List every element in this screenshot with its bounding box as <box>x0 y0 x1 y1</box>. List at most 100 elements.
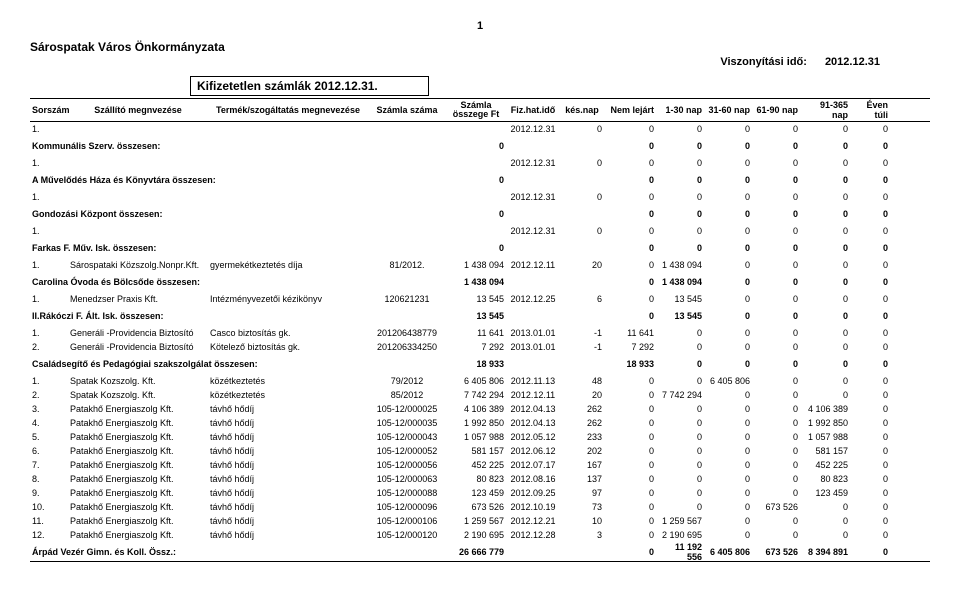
table-row: 1.2012.12.310000000 <box>30 190 930 204</box>
cell-91-365: 0 <box>800 502 850 512</box>
cell-szallito: Patakhő Energiaszolg Kft. <box>68 488 208 498</box>
cell-fiz: 2012.05.12 <box>506 432 560 442</box>
subtotal-31-60: 6 405 806 <box>704 547 752 557</box>
cell-termek: közétkeztetés <box>208 376 368 386</box>
cell-eventuli: 0 <box>850 390 890 400</box>
table-body: 1.2012.12.310000000Kommunális Szerv. öss… <box>30 122 930 562</box>
subtotal-61-90: 673 526 <box>752 547 800 557</box>
cell-91-365: 0 <box>800 294 850 304</box>
cell-fiz: 2012.08.16 <box>506 474 560 484</box>
cell-91-365: 1 057 988 <box>800 432 850 442</box>
cell-szam: 105-12/000063 <box>368 474 446 484</box>
cell-lej: 0 <box>604 404 656 414</box>
cell-61-90: 0 <box>752 226 800 236</box>
cell-termek: távhő hődíj <box>208 516 368 526</box>
cell-amt: 6 405 806 <box>446 376 506 386</box>
cell-eventuli: 0 <box>850 226 890 236</box>
cell-kes: 137 <box>560 474 604 484</box>
cell-termek: Casco biztosítás gk. <box>208 328 368 338</box>
cell-1-30: 13 545 <box>656 294 704 304</box>
cell-1-30: 0 <box>656 418 704 428</box>
cell-amt: 80 823 <box>446 474 506 484</box>
cell-szam: 201206334250 <box>368 342 446 352</box>
cell-amt: 13 545 <box>446 294 506 304</box>
cell-szallito: Patakhő Energiaszolg Kft. <box>68 474 208 484</box>
cell-sorszam: 1. <box>30 158 68 168</box>
cell-sorszam: 1. <box>30 260 68 270</box>
subtotal-91-365: 0 <box>800 359 850 369</box>
cell-lej: 0 <box>604 418 656 428</box>
cell-kes: 262 <box>560 404 604 414</box>
reference-date-row: Viszonyítási idő: 2012.12.31 <box>30 56 930 68</box>
table-row: 5.Patakhő Energiaszolg Kft.távhő hődíj10… <box>30 430 930 444</box>
cell-fiz: 2012.04.13 <box>506 418 560 428</box>
cell-sorszam: 12. <box>30 530 68 540</box>
cell-fiz: 2012.12.31 <box>506 124 560 134</box>
cell-sorszam: 10. <box>30 502 68 512</box>
cell-lej: 7 292 <box>604 342 656 352</box>
cell-szallito: Patakhő Energiaszolg Kft. <box>68 446 208 456</box>
table-row: 3.Patakhő Energiaszolg Kft.távhő hődíj10… <box>30 402 930 416</box>
cell-lej: 0 <box>604 124 656 134</box>
cell-termek: gyermekétkeztetés díja <box>208 260 368 270</box>
cell-lej: 0 <box>604 192 656 202</box>
cell-sorszam: 8. <box>30 474 68 484</box>
cell-termek: közétkeztetés <box>208 390 368 400</box>
cell-61-90: 0 <box>752 474 800 484</box>
cell-fiz: 2012.12.31 <box>506 158 560 168</box>
hdr-szamla-szama: Számla száma <box>368 105 446 115</box>
cell-fiz: 2012.12.31 <box>506 192 560 202</box>
cell-61-90: 0 <box>752 390 800 400</box>
cell-kes: 20 <box>560 260 604 270</box>
cell-lej: 0 <box>604 488 656 498</box>
subtotal-91-365: 8 394 891 <box>800 547 850 557</box>
table-row: 2.Spatak Kozszolg. Kft.közétkeztetés85/2… <box>30 388 930 402</box>
cell-1-30: 0 <box>656 328 704 338</box>
cell-fiz: 2012.04.13 <box>506 404 560 414</box>
cell-61-90: 0 <box>752 260 800 270</box>
subtotal-amt: 0 <box>446 209 506 219</box>
cell-amt: 2 190 695 <box>446 530 506 540</box>
cell-lej: 0 <box>604 294 656 304</box>
cell-61-90: 0 <box>752 516 800 526</box>
cell-szam: 105-12/000096 <box>368 502 446 512</box>
hdr-31-60: 31-60 nap <box>704 105 752 115</box>
cell-1-30: 1 438 094 <box>656 260 704 270</box>
subtotal-label: Családsegítő és Pedagógiai szakszolgálat… <box>30 359 446 369</box>
cell-kes: 0 <box>560 226 604 236</box>
cell-61-90: 0 <box>752 432 800 442</box>
subtotal-61-90: 0 <box>752 277 800 287</box>
cell-termek: távhő hődíj <box>208 474 368 484</box>
cell-eventuli: 0 <box>850 474 890 484</box>
cell-szam: 105-12/000088 <box>368 488 446 498</box>
cell-szam: 105-12/000120 <box>368 530 446 540</box>
cell-sorszam: 7. <box>30 460 68 470</box>
cell-szam: 81/2012. <box>368 260 446 270</box>
cell-61-90: 0 <box>752 124 800 134</box>
cell-61-90: 0 <box>752 328 800 338</box>
cell-szallito: Patakhő Energiaszolg Kft. <box>68 502 208 512</box>
subtotal-1-30: 0 <box>656 141 704 151</box>
subtotal-lej: 0 <box>604 243 656 253</box>
cell-kes: 97 <box>560 488 604 498</box>
cell-amt: 673 526 <box>446 502 506 512</box>
cell-termek: távhő hődíj <box>208 530 368 540</box>
cell-termek: Intézményvezetői kézikönyv <box>208 294 368 304</box>
table-row: 1.Generáli -Providencia BiztosítóCasco b… <box>30 326 930 340</box>
subtotal-amt: 13 545 <box>446 311 506 321</box>
cell-31-60: 0 <box>704 294 752 304</box>
subtotal-row: Árpád Vezér Gimn. és Koll. Össz.:26 666 … <box>30 545 930 562</box>
table-row: 1.Spatak Kozszolg. Kft.közétkeztetés79/2… <box>30 374 930 388</box>
subtotal-91-365: 0 <box>800 175 850 185</box>
cell-91-365: 123 459 <box>800 488 850 498</box>
page-number: 1 <box>30 20 930 32</box>
subtotal-61-90: 0 <box>752 175 800 185</box>
cell-1-30: 1 259 567 <box>656 516 704 526</box>
subtotal-1-30: 1 438 094 <box>656 277 704 287</box>
cell-sorszam: 1. <box>30 294 68 304</box>
subtotal-label: A Művelődés Háza és Könyvtára összesen: <box>30 175 446 185</box>
subtotal-label: Carolina Óvoda és Bölcsőde összesen: <box>30 277 446 287</box>
cell-kes: 0 <box>560 158 604 168</box>
cell-31-60: 0 <box>704 192 752 202</box>
subtotal-1-30: 0 <box>656 243 704 253</box>
